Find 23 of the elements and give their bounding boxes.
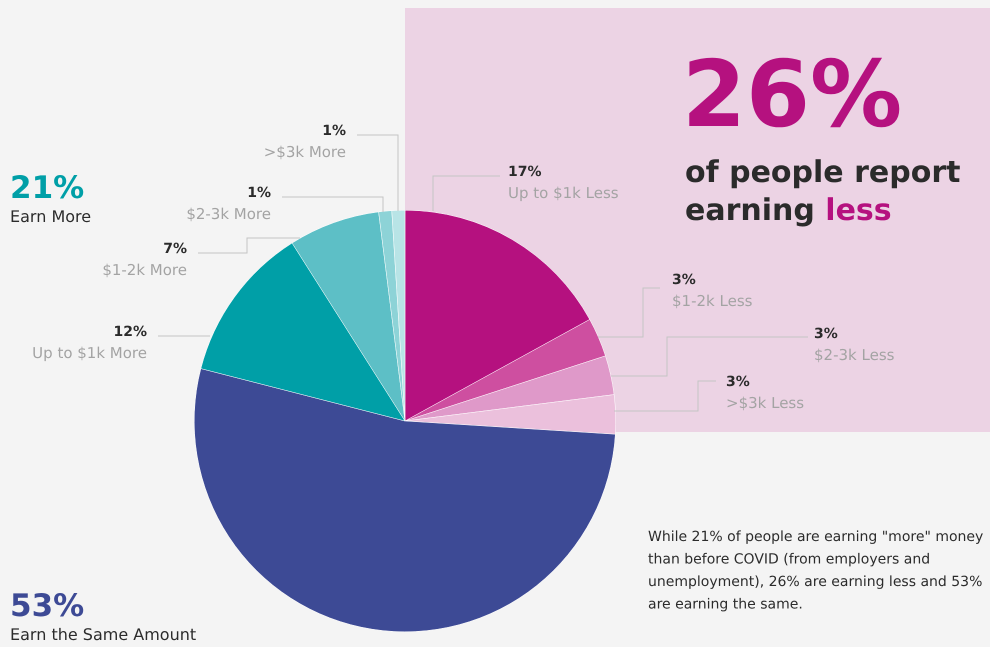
data-label: 1% (247, 185, 271, 201)
slice-label: >$3k Less (726, 394, 804, 412)
slice-label: Up to $1k Less (508, 184, 619, 202)
text: While 21% of people are earning "more" money than before COVID (from employers and unemployment), 26% are earning less and 53% are earning the same. (648, 529, 984, 612)
slice-label: $2-3k Less (814, 346, 895, 364)
slice-label: $1-2k Less (672, 292, 753, 310)
text: of people report earning less (685, 155, 960, 228)
data-label: 7% (163, 241, 187, 257)
slice-label: Earn the Same Amount (10, 625, 196, 644)
data-label: 17% (508, 164, 542, 180)
data-label: 53% (10, 588, 84, 624)
text: 21% (10, 170, 84, 206)
data-label: 12% (113, 324, 147, 340)
slice-label: $1-2k More (102, 261, 187, 279)
text: 26% (682, 41, 902, 148)
text: Earn More (10, 207, 92, 226)
slice-label: Up to $1k More (32, 344, 147, 362)
data-label: 3% (672, 272, 696, 288)
data-label: 3% (814, 326, 838, 342)
slice-label: $2-3k More (186, 205, 271, 223)
data-label: 3% (726, 374, 750, 390)
slice-label: >$3k More (264, 143, 346, 161)
data-label: 1% (322, 123, 346, 139)
